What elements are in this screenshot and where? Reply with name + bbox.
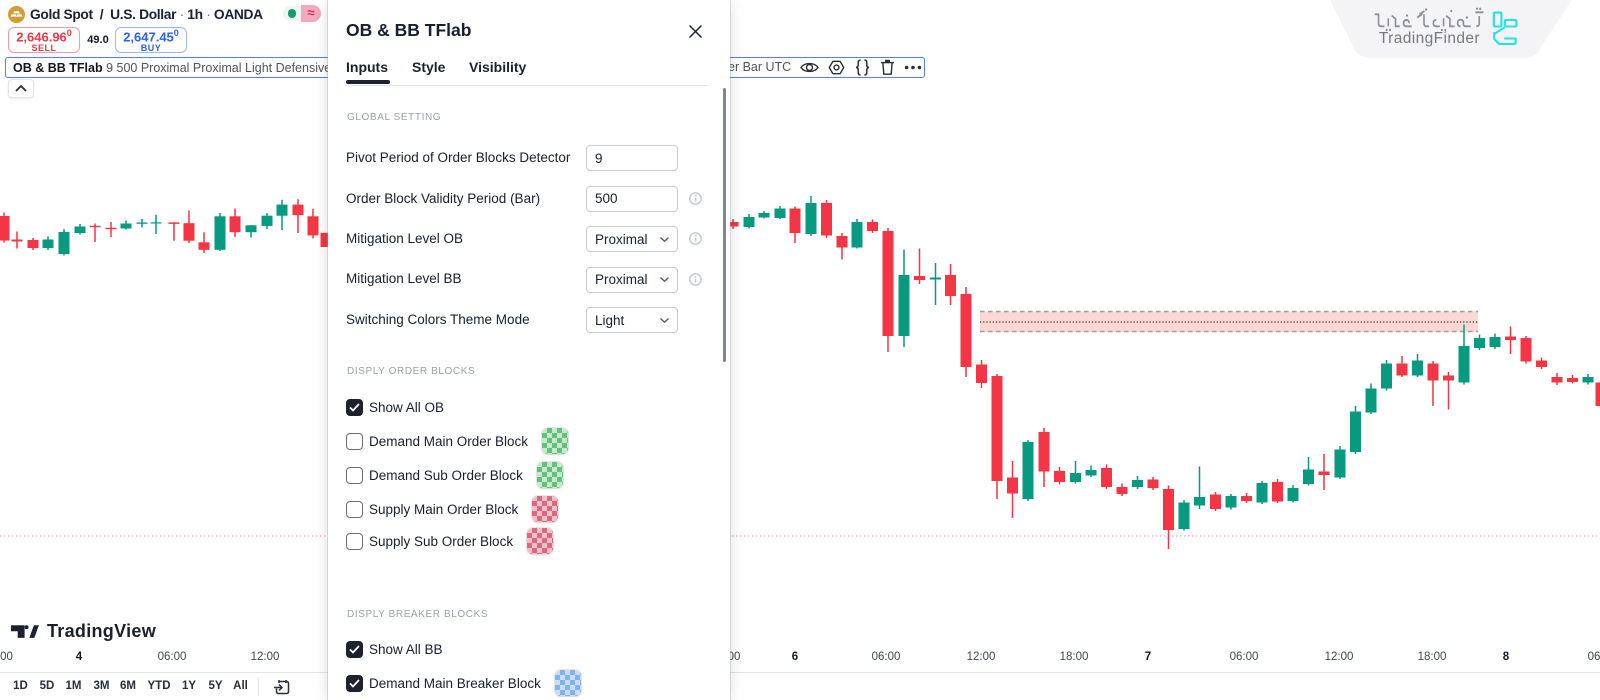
svg-text:TradingFinder: TradingFinder [1379,30,1480,47]
